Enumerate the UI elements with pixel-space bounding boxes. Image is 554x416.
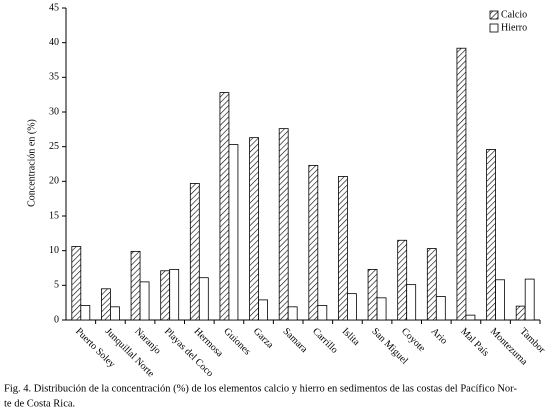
bar	[160, 270, 171, 321]
y-tick-label: 20	[49, 176, 59, 187]
y-tick-label: 40	[49, 37, 59, 48]
x-tick-label: Ario	[429, 326, 450, 347]
bar	[376, 297, 387, 321]
bar	[219, 92, 230, 321]
y-tick-label: 15	[49, 210, 59, 221]
bar	[515, 305, 526, 321]
bar	[435, 296, 446, 321]
bar	[169, 268, 180, 321]
bar	[456, 47, 467, 321]
bar	[495, 279, 505, 321]
bar	[486, 149, 496, 321]
bar	[524, 278, 535, 321]
y-tick-label: 0	[54, 314, 59, 325]
x-tick-label: Garza	[251, 326, 276, 351]
bar	[80, 305, 91, 321]
x-tick-label: Islita	[340, 326, 362, 348]
x-tick-label: Coyote	[399, 326, 428, 355]
legend-swatch	[489, 23, 499, 33]
bar	[130, 250, 141, 321]
legend-label: Hierro	[501, 22, 527, 33]
legend-label: Calcio	[501, 9, 527, 20]
bar	[278, 128, 289, 321]
y-axis-label: Concentración en (%)	[26, 119, 37, 207]
bar	[101, 288, 111, 321]
y-tick-label: 45	[49, 2, 59, 13]
y-tick-label: 30	[49, 106, 59, 117]
bar	[258, 299, 268, 321]
bar	[110, 306, 120, 321]
bar	[426, 248, 437, 321]
x-tick-label: Guiones	[221, 326, 252, 357]
x-tick-label: Carrillo	[310, 326, 340, 356]
y-tick-label: 10	[49, 245, 59, 256]
caption: Fig. 4. Distribución de la concentración…	[4, 383, 517, 394]
bar	[287, 306, 298, 321]
x-tick-label: Samara	[280, 326, 309, 355]
bar	[228, 144, 239, 321]
bar	[367, 268, 378, 321]
bar	[397, 239, 408, 321]
y-tick-label: 5	[54, 280, 59, 291]
bar	[338, 176, 348, 321]
y-tick-label: 25	[49, 141, 59, 152]
y-tick-label: 35	[49, 72, 59, 83]
bar	[317, 305, 328, 321]
bar	[465, 314, 476, 321]
bar	[198, 277, 209, 321]
bar	[139, 281, 150, 321]
bar	[249, 137, 259, 321]
bar	[308, 164, 319, 321]
bar	[189, 183, 200, 321]
bar	[406, 284, 417, 321]
x-tick-label: Mal País	[458, 326, 491, 359]
caption: te de Costa Rica.	[4, 398, 75, 409]
bar	[71, 246, 82, 321]
bar	[347, 293, 357, 321]
legend-swatch	[489, 10, 499, 20]
